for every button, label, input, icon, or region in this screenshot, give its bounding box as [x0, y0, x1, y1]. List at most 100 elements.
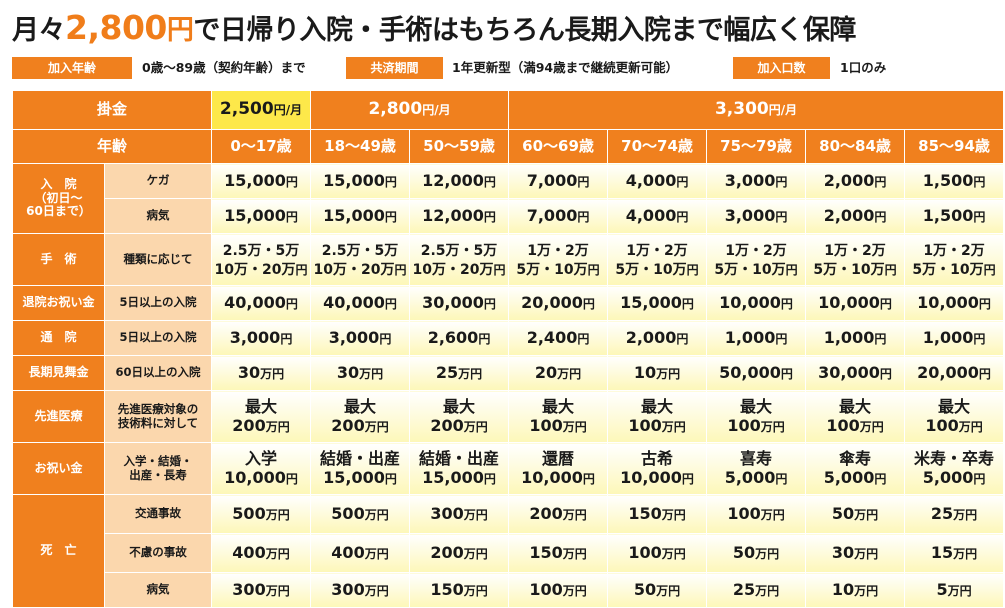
- value-unit: 円: [394, 262, 407, 277]
- premium-unit: 円/月: [768, 103, 798, 118]
- premium-amount: 2,500: [219, 99, 274, 120]
- value-unit: 円: [384, 296, 397, 311]
- value-number: 25: [435, 362, 459, 382]
- benefit-value: 15,000円: [310, 163, 411, 199]
- benefit-value: 1万・2万 5万・10万円: [508, 233, 609, 286]
- value-number: 20,000: [917, 362, 979, 382]
- benefit-value: 2,600円: [409, 320, 510, 356]
- value-number: 米寿・卒寿 5,000: [914, 449, 995, 487]
- value-unit: 円: [879, 296, 892, 311]
- value-unit: 円: [874, 471, 887, 486]
- value-number: 15,000: [620, 292, 682, 312]
- benefit-value: 入学 10,000円: [211, 442, 312, 495]
- value-number: 3,000: [724, 205, 776, 225]
- value-unit: 万円: [755, 583, 780, 598]
- value-number: 30: [237, 362, 261, 382]
- value-unit: 万円: [458, 366, 483, 381]
- value-number: 300: [430, 503, 464, 523]
- value-unit: 円: [879, 366, 892, 381]
- value-number: 50: [732, 542, 756, 562]
- benefit-value: 50万円: [706, 533, 807, 573]
- benefit-value: 1万・2万 5万・10万円: [706, 233, 807, 286]
- value-unit: 万円: [947, 583, 972, 598]
- value-number: 30: [831, 542, 855, 562]
- value-unit: 万円: [260, 366, 285, 381]
- value-unit: 万円: [463, 419, 488, 434]
- benefit-value: 古希 10,000円: [607, 442, 708, 495]
- value-unit: 円: [483, 471, 496, 486]
- value-unit: 万円: [265, 419, 290, 434]
- value-unit: 円: [978, 366, 991, 381]
- value-number: 2,400: [526, 327, 578, 347]
- table-row: 病気 15,000円 15,000円 12,000円 7,000円 4,000円 3,000…: [13, 198, 1005, 234]
- benefit-value: 20,000円: [904, 355, 1005, 391]
- value-number: 5: [936, 579, 948, 599]
- benefit-value: 2,000円: [805, 198, 906, 234]
- info-label-age: 加入年齢: [12, 57, 132, 79]
- value-number: 12,000: [422, 205, 484, 225]
- info-row: 加入年齢 0歳～89歳（契約年齢）まで 共済期間 1年更新型（満94歳まで継続更…: [12, 57, 1002, 79]
- benefit-value: 1,000円: [904, 320, 1005, 356]
- value-number: 4,000: [625, 205, 677, 225]
- value-unit: 万円: [562, 419, 587, 434]
- value-number: 最大 100: [628, 397, 674, 435]
- value-unit: 円: [775, 174, 788, 189]
- title-yen: 円: [166, 15, 194, 46]
- value-number: 還暦 10,000: [521, 449, 583, 487]
- value-number: 入学 10,000: [224, 449, 286, 487]
- value-number: 300: [232, 579, 266, 599]
- value-number: 20: [534, 362, 558, 382]
- value-number: 30,000: [818, 362, 880, 382]
- value-unit: 万円: [958, 419, 983, 434]
- value-number: 12,000: [422, 170, 484, 190]
- value-unit: 円: [582, 296, 595, 311]
- value-unit: 円: [676, 174, 689, 189]
- table-row: 長期見舞金 60日以上の入院 30万円 30万円 25万円 20万円 10万円 50,000円…: [12, 355, 1005, 391]
- value-unit: 円: [681, 296, 694, 311]
- benefit-value: 還暦 10,000円: [508, 442, 609, 495]
- benefit-value: 50万円: [805, 494, 906, 534]
- value-number: 7,000: [526, 205, 578, 225]
- benefit-value: 2,400円: [508, 320, 609, 356]
- value-unit: 万円: [760, 507, 785, 522]
- sub-category: 先進医療対象の 技術料に対して: [103, 390, 213, 443]
- value-unit: 円: [676, 209, 689, 224]
- table-row: 通 院 5日以上の入院 3,000円 3,000円 2,600円 2,400円 2,000円…: [12, 320, 1005, 356]
- benefit-value: 100万円: [508, 572, 609, 608]
- value-unit: 万円: [661, 419, 686, 434]
- value-number: 喜寿 5,000: [724, 449, 776, 487]
- age-header: 50～59歳: [409, 129, 510, 164]
- benefit-value: 7,000円: [508, 198, 609, 234]
- benefit-value: 400万円: [211, 533, 312, 573]
- benefit-value: 300万円: [211, 572, 312, 608]
- benefit-value: 200万円: [409, 533, 510, 573]
- value-unit: 万円: [755, 546, 780, 561]
- value-unit: 円: [780, 296, 793, 311]
- value-number: 2,000: [625, 327, 677, 347]
- value-number: 2.5万・5万 10万・20万: [214, 243, 300, 278]
- value-unit: 万円: [760, 419, 785, 434]
- value-unit: 円: [978, 296, 991, 311]
- value-number: 20,000: [521, 292, 583, 312]
- benefit-value: 15,000円: [211, 163, 312, 199]
- benefit-value: 12,000円: [409, 163, 510, 199]
- value-number: 100: [529, 579, 563, 599]
- benefit-value: 30万円: [310, 355, 411, 391]
- category-celebration: お祝い金: [12, 442, 105, 495]
- benefit-table: 掛金 2,500円/月 2,800円/月 3,300円/月 年齢 0～17歳 18～49歳 5…: [11, 90, 1005, 608]
- value-unit: 円: [582, 471, 595, 486]
- benefit-value: 2,000円: [805, 163, 906, 199]
- table-row: 先進医療 先進医療対象の 技術料に対して 最大 200万円 最大 200万円 最大 20…: [12, 390, 1005, 443]
- value-number: 400: [232, 542, 266, 562]
- value-unit: 万円: [656, 366, 681, 381]
- age-header: 75～79歳: [706, 129, 807, 164]
- table-row: お祝い金 入学・結婚・ 出産・長寿 入学 10,000円 結婚・出産 15,000円結…: [12, 442, 1005, 495]
- value-number: 50,000: [719, 362, 781, 382]
- value-unit: 円: [973, 471, 986, 486]
- benefit-value: 3,000円: [706, 163, 807, 199]
- value-number: 2,600: [427, 327, 479, 347]
- value-number: 最大 100: [727, 397, 773, 435]
- value-number: 1万・2万 5万・10万: [615, 243, 688, 278]
- benefit-value: 最大 100万円: [508, 390, 609, 443]
- benefit-value: 2.5万・5万 10万・20万円: [310, 233, 411, 286]
